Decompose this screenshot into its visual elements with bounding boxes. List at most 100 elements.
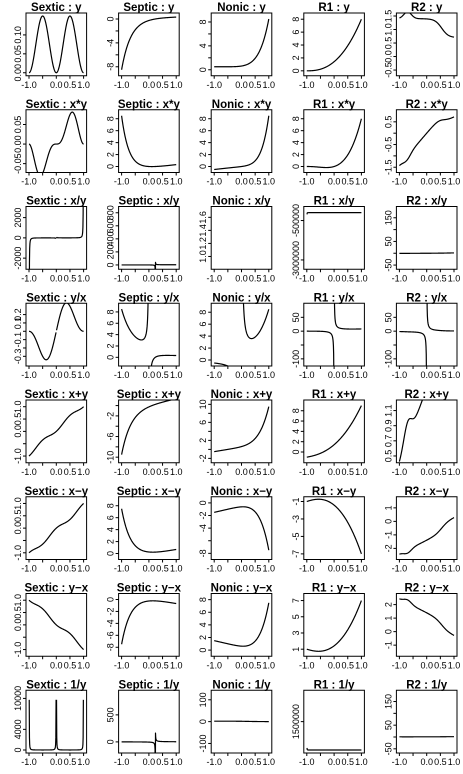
panel-sextic-inv: Sextic : y/x -1.0 0.0 0.5 1.0 -0.3-0.1 0.10.2 (13, 292, 90, 380)
series-line (306, 405, 362, 458)
series-line (28, 503, 85, 554)
x-tick-label: -1.0 (392, 660, 408, 670)
x-tick-label: 0.0 (50, 467, 63, 477)
y-tick-label: 6 (198, 128, 208, 133)
y-tick-label: 6 (106, 515, 116, 520)
x-tick-label: 0.0 (420, 80, 433, 90)
x-tick-label: 1.0 (355, 467, 368, 477)
panel-r2-recip: R2 : 1/y -1.0 0.0 0.5 1.0 -50 50 150 (383, 679, 460, 767)
x-tick-label: 0.5 (156, 370, 169, 380)
y-tick-label: 0.5 (383, 116, 393, 129)
x-tick-label: -1.0 (206, 177, 222, 187)
x-tick-label: 0.0 (50, 564, 63, 574)
panel-septic-recip: Septic : 1/y -1.0 0.0 0.5 1.0 0 500 (106, 679, 183, 767)
y-tick-label: 1.0 (13, 400, 23, 413)
series-line (28, 15, 84, 74)
panel-title: Nonic : x/y (212, 196, 271, 208)
x-tick-label: -1.0 (21, 757, 37, 767)
y-tick-label: 6 (198, 610, 208, 615)
y-tick-label: 0.5 (383, 37, 393, 50)
y-tick-label: -2 (198, 454, 208, 462)
panel-title: Septic : y (123, 2, 175, 14)
y-tick-label: 5 (291, 614, 301, 619)
y-tick-label: 2000 (13, 208, 23, 228)
panel-nonic-sub: Nonic : x−y -1.0 0.0 0.5 1.0 -8 -4 -2 0 (198, 486, 275, 574)
y-tick-label: 6 (106, 128, 116, 133)
y-tick-label: -500000 (291, 204, 301, 237)
x-tick-label: 0.0 (420, 660, 433, 670)
series-line (121, 115, 177, 168)
y-tick-label: -4 (198, 524, 208, 532)
panel-title: Nonic : x*y (212, 99, 272, 111)
x-tick-label: 1.0 (77, 757, 90, 767)
x-tick-label: 1.0 (355, 660, 368, 670)
y-tick-label: -1.0 (13, 545, 23, 561)
panel-r1-div: R1 : x/y -1.0 0.0 0.5 1.0 -3000000 -500000 (291, 196, 368, 284)
x-tick-label: 0.0 (328, 467, 341, 477)
x-tick-label: -1.0 (392, 757, 408, 767)
y-tick-label: 2 (198, 346, 208, 351)
y-tick-label: -2 (198, 512, 208, 520)
y-tick-label: 1.0 (198, 250, 208, 263)
panel-r1-add: R1 : x+y -1.0 0.0 0.5 1.0 0 2 4 6 8 (291, 389, 368, 477)
x-tick-label: 1.0 (170, 467, 183, 477)
plot-frame (395, 206, 458, 270)
x-tick-label: 0.0 (50, 177, 63, 187)
x-tick-label: 0.5 (156, 273, 169, 283)
x-tick-label: 0.0 (328, 564, 341, 574)
x-tick-label: 0.0 (328, 370, 341, 380)
panel-title: Septic : x/y (119, 196, 180, 208)
series-line (306, 212, 362, 215)
x-tick-label: 1.0 (448, 564, 461, 574)
x-tick-label: -1.0 (392, 177, 408, 187)
panel-title: R2 : x/y (406, 196, 448, 208)
y-tick-label: 800 (106, 205, 116, 220)
y-tick-label: 0.05 (13, 45, 23, 63)
panel-sextic-add: Sextic : x+y-1.0 0.0 0.5 1.0-1.00.00.51.0 (13, 389, 90, 477)
series-line (214, 304, 269, 324)
y-tick-label: 10000 (13, 686, 23, 711)
y-tick-label: 8 (291, 17, 301, 22)
y-tick-label: 4 (198, 334, 208, 339)
y-tick-label: 0 (106, 355, 116, 360)
y-tick-label: 0.7 (383, 435, 393, 448)
panel-septic-sub: Septic : x−y -1.0 0.0 0.5 1.0 0 2 4 6 8 (106, 486, 183, 574)
plot-frame (395, 496, 458, 560)
y-tick-label: 6 (291, 128, 301, 133)
x-tick-label: -1.0 (21, 370, 37, 380)
x-tick-label: -1.0 (21, 273, 37, 283)
y-tick-label: 1.2 (198, 237, 208, 250)
y-tick-label: 3 (291, 630, 301, 635)
x-tick-label: -1.0 (114, 80, 130, 90)
x-tick-label: 0.0 (235, 177, 248, 187)
y-tick-label: -100 (291, 350, 301, 368)
y-tick-label: 0 (198, 648, 208, 653)
x-tick-label: 0.0 (235, 467, 248, 477)
x-tick-label: 0.0 (143, 370, 156, 380)
y-tick-label: 8 (106, 309, 116, 314)
panel-title: Septic : y/x (119, 292, 180, 304)
plot-frame (210, 109, 273, 173)
series-line (399, 13, 455, 38)
series-line (28, 406, 84, 457)
y-tick-label: -100 (383, 350, 393, 368)
y-tick-label: 0 (13, 747, 23, 752)
panel-title: Septic : y−x (117, 583, 182, 595)
y-tick-label: -1 (291, 497, 301, 505)
series-line (28, 699, 84, 751)
panel-septic-rsub: Septic : y−x -1.0 0.0 0.5 1.0 -8 -6 -4 -2 0 (106, 583, 183, 671)
x-tick-label: 1.0 (77, 177, 90, 187)
x-tick-label: 1.0 (355, 273, 368, 283)
series-line (28, 303, 84, 361)
x-tick-label: 0.0 (420, 757, 433, 767)
panel-r2-rsub: R2 : y−x -1.0 0.0 0.5 1.0 -1 0 1 2 (383, 583, 460, 671)
series-line (213, 406, 270, 453)
x-tick-label: -1.0 (392, 273, 408, 283)
x-tick-label: 1.0 (263, 467, 276, 477)
panel-sextic-sub: Sextic : x−y-1.0 0.0 0.5 1.0-1.00.00.51.0 (13, 486, 90, 574)
plot-frame (303, 12, 365, 77)
y-tick-label: 0 (291, 329, 301, 334)
series-line (121, 508, 177, 553)
y-tick-label: 0 (198, 67, 208, 72)
